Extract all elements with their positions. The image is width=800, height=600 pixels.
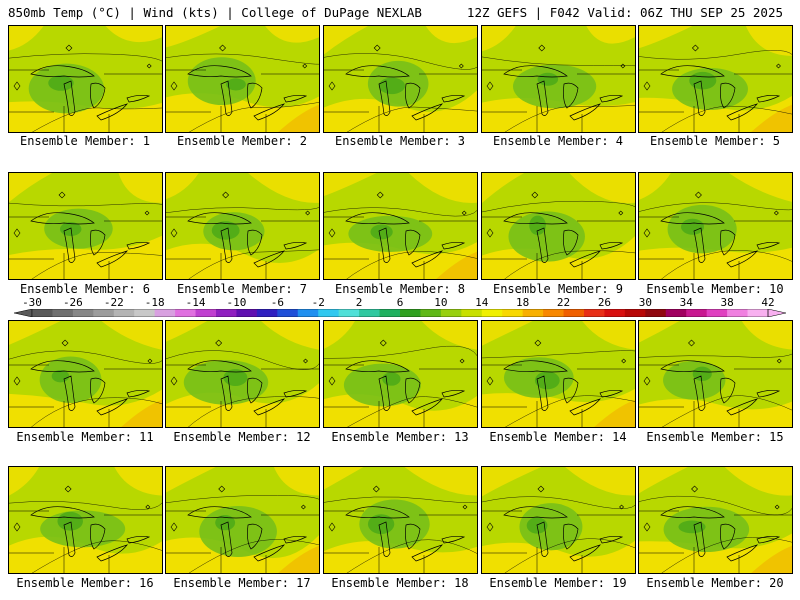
ensemble-member-label: Ensemble Member: 3 (334, 134, 466, 148)
ensemble-map-3 (323, 25, 478, 133)
ensemble-member-label: Ensemble Member: 2 (176, 134, 308, 148)
ensemble-map-4 (481, 25, 636, 133)
colorbar-tick-label: 2 (355, 296, 363, 309)
ensemble-member-label: Ensemble Member: 9 (492, 282, 624, 296)
colorbar-tick-label: -30 (22, 296, 42, 309)
ensemble-map-1 (8, 25, 163, 133)
colorbar-tick-label: 6 (396, 296, 404, 309)
colorbar-tick-label: -18 (144, 296, 165, 309)
ensemble-map-15 (638, 320, 793, 428)
ensemble-member-label: Ensemble Member: 18 (331, 576, 469, 590)
model-valid-time: 12Z GEFS | F042 Valid: 06Z THU SEP 25 20… (466, 5, 783, 20)
ensemble-map-11 (8, 320, 163, 428)
ensemble-member-label: Ensemble Member: 1 (19, 134, 151, 148)
ensemble-member-label: Ensemble Member: 10 (646, 282, 784, 296)
ensemble-member-label: Ensemble Member: 8 (334, 282, 466, 296)
colorbar-tick-label: 14 (475, 296, 489, 309)
ensemble-member-label: Ensemble Member: 5 (649, 134, 781, 148)
temperature-colorbar: -30 -26 -22 -18 -14 -10 -6 -2 2 6 10 14 18 22 26 30 34 38… (0, 296, 800, 320)
ensemble-map-5 (638, 25, 793, 133)
ensemble-map-13 (323, 320, 478, 428)
colorbar-tick-label: -10 (226, 296, 247, 309)
ensemble-map-2 (165, 25, 320, 133)
ensemble-member-label: Ensemble Member: 6 (19, 282, 151, 296)
ensemble-map-16 (8, 466, 163, 574)
colorbar-tick-label: 18 (516, 296, 530, 309)
colorbar-tick-label: -14 (185, 296, 206, 309)
ensemble-member-label: Ensemble Member: 19 (489, 576, 627, 590)
colorbar-tick-label: -22 (103, 296, 124, 309)
colorbar-tick-label: 30 (638, 296, 652, 309)
ensemble-map-6 (8, 172, 163, 280)
ensemble-member-label: Ensemble Member: 14 (489, 430, 627, 444)
ensemble-member-label: Ensemble Member: 4 (492, 134, 624, 148)
colorbar-tick-label: -26 (62, 296, 83, 309)
chart-title: 850mb Temp (°C) | Wind (kts) | College o… (8, 5, 422, 20)
ensemble-member-label: Ensemble Member: 7 (176, 282, 308, 296)
ensemble-map-14 (481, 320, 636, 428)
colorbar-tick-label: 38 (720, 296, 734, 309)
ensemble-map-8 (323, 172, 478, 280)
ensemble-member-label: Ensemble Member: 12 (173, 430, 311, 444)
colorbar-tick-label: 10 (434, 296, 448, 309)
ensemble-member-label: Ensemble Member: 13 (331, 430, 469, 444)
ensemble-member-label: Ensemble Member: 11 (16, 430, 154, 444)
ensemble-map-20 (638, 466, 793, 574)
colorbar-tick-label: 26 (597, 296, 612, 309)
colorbar-strip (13, 309, 787, 317)
colorbar-tick-label: 22 (556, 296, 571, 309)
ensemble-member-label: Ensemble Member: 20 (646, 576, 784, 590)
ensemble-map-10 (638, 172, 793, 280)
ensemble-map-9 (481, 172, 636, 280)
ensemble-map-12 (165, 320, 320, 428)
ensemble-map-17 (165, 466, 320, 574)
ensemble-member-label: Ensemble Member: 17 (173, 576, 311, 590)
colorbar-tick-label: -6 (270, 296, 284, 309)
ensemble-map-18 (323, 466, 478, 574)
ensemble-map-19 (481, 466, 636, 574)
ensemble-member-label: Ensemble Member: 16 (16, 576, 154, 590)
colorbar-tick-label: 34 (679, 296, 693, 309)
colorbar-tick-label: -2 (311, 296, 325, 309)
colorbar-tick-label: 42 (761, 296, 775, 309)
ensemble-map-7 (165, 172, 320, 280)
ensemble-member-label: Ensemble Member: 15 (646, 430, 784, 444)
